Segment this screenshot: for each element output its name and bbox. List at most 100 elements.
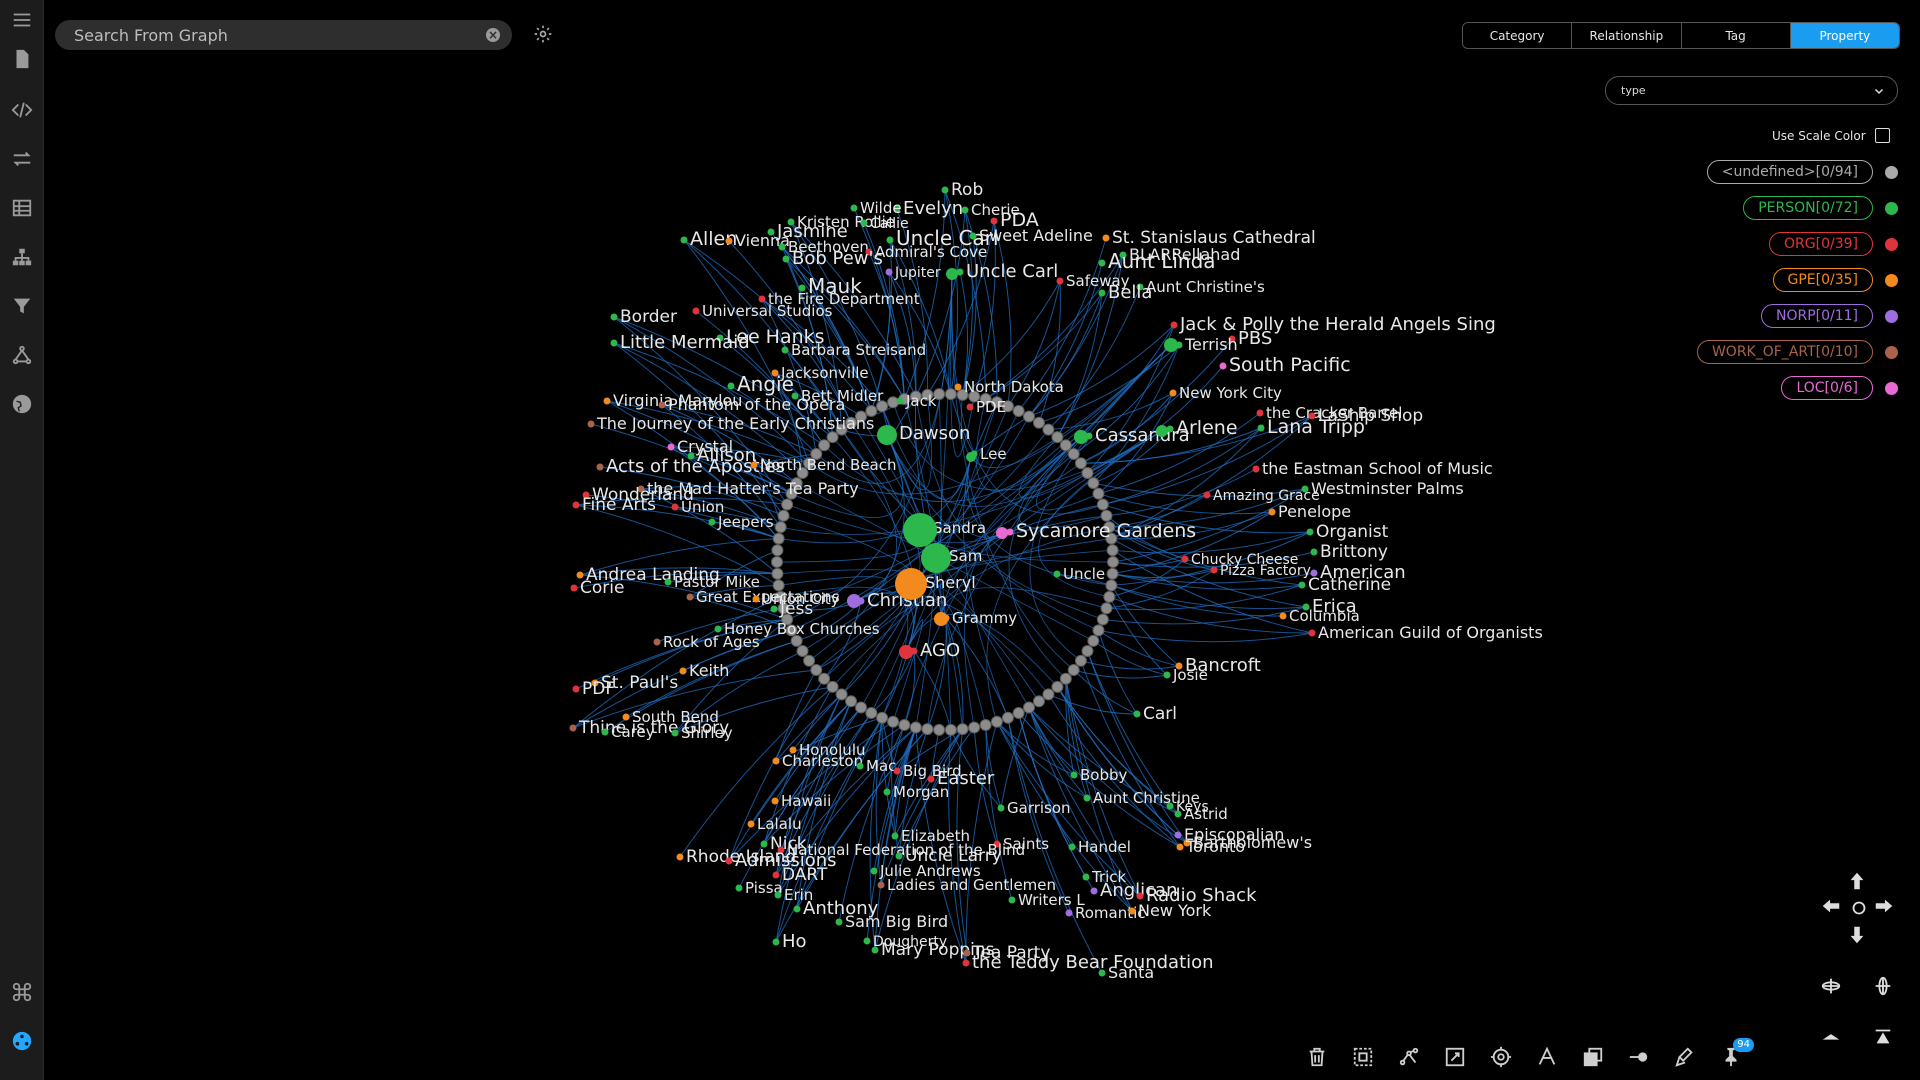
graph-node[interactable] bbox=[1056, 277, 1064, 285]
legend-label[interactable]: GPE[0/35] bbox=[1772, 268, 1873, 292]
filter-icon[interactable] bbox=[10, 294, 34, 318]
graph-node[interactable] bbox=[1176, 843, 1184, 851]
swap-icon[interactable] bbox=[10, 147, 34, 171]
ring-node[interactable] bbox=[1103, 521, 1116, 534]
graph-node[interactable] bbox=[591, 679, 599, 687]
hierarchy-icon[interactable] bbox=[10, 245, 34, 269]
graph-node[interactable] bbox=[1006, 528, 1014, 536]
ring-node[interactable] bbox=[772, 579, 785, 592]
graph-node[interactable] bbox=[725, 237, 733, 245]
graph-node[interactable] bbox=[962, 959, 970, 967]
graph-node[interactable] bbox=[680, 236, 688, 244]
ring-node[interactable] bbox=[772, 532, 785, 545]
command-icon[interactable] bbox=[10, 980, 34, 1004]
fit-icon[interactable] bbox=[1432, 1046, 1478, 1068]
graph-node[interactable] bbox=[893, 205, 901, 213]
ring-node[interactable] bbox=[803, 457, 816, 470]
ring-node[interactable] bbox=[956, 723, 969, 736]
layout-icon[interactable] bbox=[1524, 1046, 1570, 1068]
ring-node[interactable] bbox=[785, 624, 798, 637]
ring-node[interactable] bbox=[777, 602, 790, 615]
trash-icon[interactable] bbox=[1294, 1046, 1340, 1068]
ring-node[interactable] bbox=[796, 466, 809, 479]
graph-node[interactable] bbox=[787, 218, 795, 226]
graph-node[interactable] bbox=[708, 518, 716, 526]
graph-node[interactable] bbox=[893, 767, 901, 775]
legend-label[interactable]: WORK_OF_ART[0/10] bbox=[1696, 340, 1873, 364]
graph-node[interactable] bbox=[771, 369, 779, 377]
graph-node[interactable] bbox=[714, 625, 722, 633]
graph-node[interactable] bbox=[1183, 839, 1191, 847]
ring-node[interactable] bbox=[1032, 416, 1045, 429]
graph-node[interactable] bbox=[1228, 335, 1236, 343]
ring-node[interactable] bbox=[1096, 498, 1109, 511]
ring-node[interactable] bbox=[796, 645, 809, 658]
legend-label[interactable]: PERSON[0/72] bbox=[1743, 196, 1873, 220]
graph-node[interactable] bbox=[1268, 508, 1276, 516]
graph-node[interactable] bbox=[835, 918, 843, 926]
graph-node[interactable] bbox=[653, 638, 661, 646]
edges-icon[interactable] bbox=[1386, 1046, 1432, 1068]
graph-node[interactable] bbox=[747, 820, 755, 828]
graph-node[interactable] bbox=[1136, 283, 1144, 291]
graph-node[interactable] bbox=[1298, 581, 1306, 589]
ring-node[interactable] bbox=[785, 487, 798, 500]
graph-node[interactable] bbox=[570, 584, 578, 592]
ring-node[interactable] bbox=[933, 723, 946, 736]
ring-node[interactable] bbox=[774, 521, 787, 534]
graph-node[interactable] bbox=[1310, 548, 1318, 556]
graph-hub-node[interactable] bbox=[996, 527, 1008, 539]
code-icon[interactable] bbox=[10, 98, 34, 122]
graph-node[interactable] bbox=[569, 724, 577, 732]
graph-node[interactable] bbox=[1256, 409, 1264, 417]
globe-icon[interactable] bbox=[10, 392, 34, 416]
rotate-left-icon[interactable] bbox=[1820, 975, 1842, 1001]
graph-node[interactable] bbox=[1257, 424, 1265, 432]
graph-node[interactable] bbox=[997, 804, 1005, 812]
ring-node[interactable] bbox=[1106, 567, 1119, 580]
ring-node[interactable] bbox=[1106, 544, 1119, 557]
target-icon[interactable] bbox=[1478, 1046, 1524, 1068]
legend-item[interactable]: WORK_OF_ART[0/10] bbox=[1696, 340, 1898, 364]
ring-node[interactable] bbox=[921, 388, 934, 401]
ring-node[interactable] bbox=[876, 400, 889, 413]
graph-node[interactable] bbox=[856, 762, 864, 770]
legend-label[interactable]: LOC[0/6] bbox=[1781, 376, 1873, 400]
graph-node[interactable] bbox=[772, 938, 780, 946]
graph-node[interactable] bbox=[1181, 555, 1189, 563]
graph-node[interactable] bbox=[760, 840, 768, 848]
graph-node[interactable] bbox=[791, 392, 799, 400]
ring-node[interactable] bbox=[1105, 579, 1118, 592]
graph-node[interactable] bbox=[735, 884, 743, 892]
center-icon[interactable] bbox=[1848, 897, 1870, 923]
graph-node[interactable] bbox=[969, 232, 977, 240]
graph-node[interactable] bbox=[774, 891, 782, 899]
ring-node[interactable] bbox=[944, 388, 957, 401]
ring-node[interactable] bbox=[826, 680, 839, 693]
tab-relationship[interactable]: Relationship bbox=[1572, 23, 1682, 48]
ring-node[interactable] bbox=[1081, 466, 1094, 479]
ring-node[interactable] bbox=[1096, 613, 1109, 626]
graph-node[interactable] bbox=[777, 846, 785, 854]
graph-node[interactable] bbox=[798, 284, 806, 292]
ring-node[interactable] bbox=[790, 634, 803, 647]
graph-node[interactable] bbox=[956, 268, 964, 276]
graph-node[interactable] bbox=[891, 832, 899, 840]
graph-node[interactable] bbox=[572, 685, 580, 693]
graph-node[interactable] bbox=[1308, 412, 1316, 420]
graph-node[interactable] bbox=[671, 503, 679, 511]
table-icon[interactable] bbox=[10, 196, 34, 220]
graph-node[interactable] bbox=[622, 713, 630, 721]
pin-icon[interactable]: 94 bbox=[1708, 1038, 1754, 1068]
graph-node[interactable] bbox=[1279, 612, 1287, 620]
ring-node[interactable] bbox=[1067, 448, 1080, 461]
graph-node[interactable] bbox=[1219, 362, 1227, 370]
graph-node[interactable] bbox=[941, 186, 949, 194]
ring-node[interactable] bbox=[771, 567, 784, 580]
graph-node[interactable] bbox=[793, 905, 801, 913]
ring-node[interactable] bbox=[1032, 695, 1045, 708]
ring-node[interactable] bbox=[1087, 634, 1100, 647]
graph-node[interactable] bbox=[1163, 671, 1171, 679]
ring-node[interactable] bbox=[990, 715, 1003, 728]
graph-node[interactable] bbox=[954, 383, 962, 391]
